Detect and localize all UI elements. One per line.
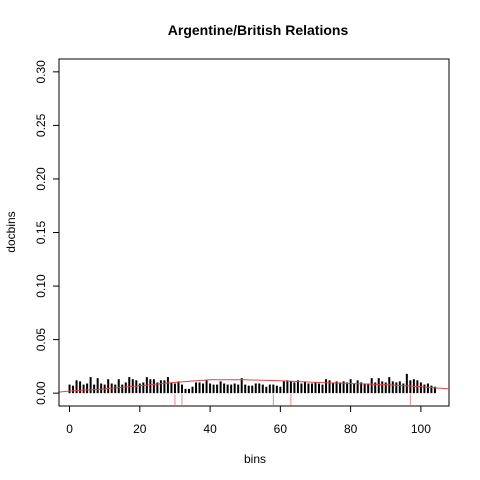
x-tick-label: 40 bbox=[203, 422, 217, 436]
y-axis: 0.00 0.05 0.10 0.15 0.20 0.25 0.30 bbox=[34, 60, 60, 405]
x-tick-label: 80 bbox=[344, 422, 358, 436]
trend-line bbox=[58, 379, 450, 393]
x-tick-label: 20 bbox=[133, 422, 147, 436]
bars-layer bbox=[68, 373, 436, 394]
x-tick-label: 0 bbox=[66, 422, 73, 436]
x-tick-label: 100 bbox=[411, 422, 431, 436]
chart-title: Argentine/British Relations bbox=[168, 22, 349, 38]
y-tick-label: 0.10 bbox=[34, 274, 48, 298]
y-tick-label: 0.30 bbox=[34, 60, 48, 84]
y-tick-label: 0.00 bbox=[34, 381, 48, 405]
x-tick-label: 60 bbox=[274, 422, 288, 436]
y-tick-label: 0.05 bbox=[34, 328, 48, 352]
y-tick-label: 0.15 bbox=[34, 220, 48, 244]
y-tick-label: 0.20 bbox=[34, 167, 48, 191]
x-axis: 0 20 40 60 80 100 bbox=[66, 405, 431, 436]
x-axis-label: bins bbox=[244, 452, 266, 466]
y-axis-label: docbins bbox=[4, 211, 18, 252]
rug-layer bbox=[174, 394, 411, 405]
plot-frame bbox=[58, 58, 450, 407]
y-tick-label: 0.25 bbox=[34, 113, 48, 137]
trend-layer bbox=[58, 379, 450, 393]
